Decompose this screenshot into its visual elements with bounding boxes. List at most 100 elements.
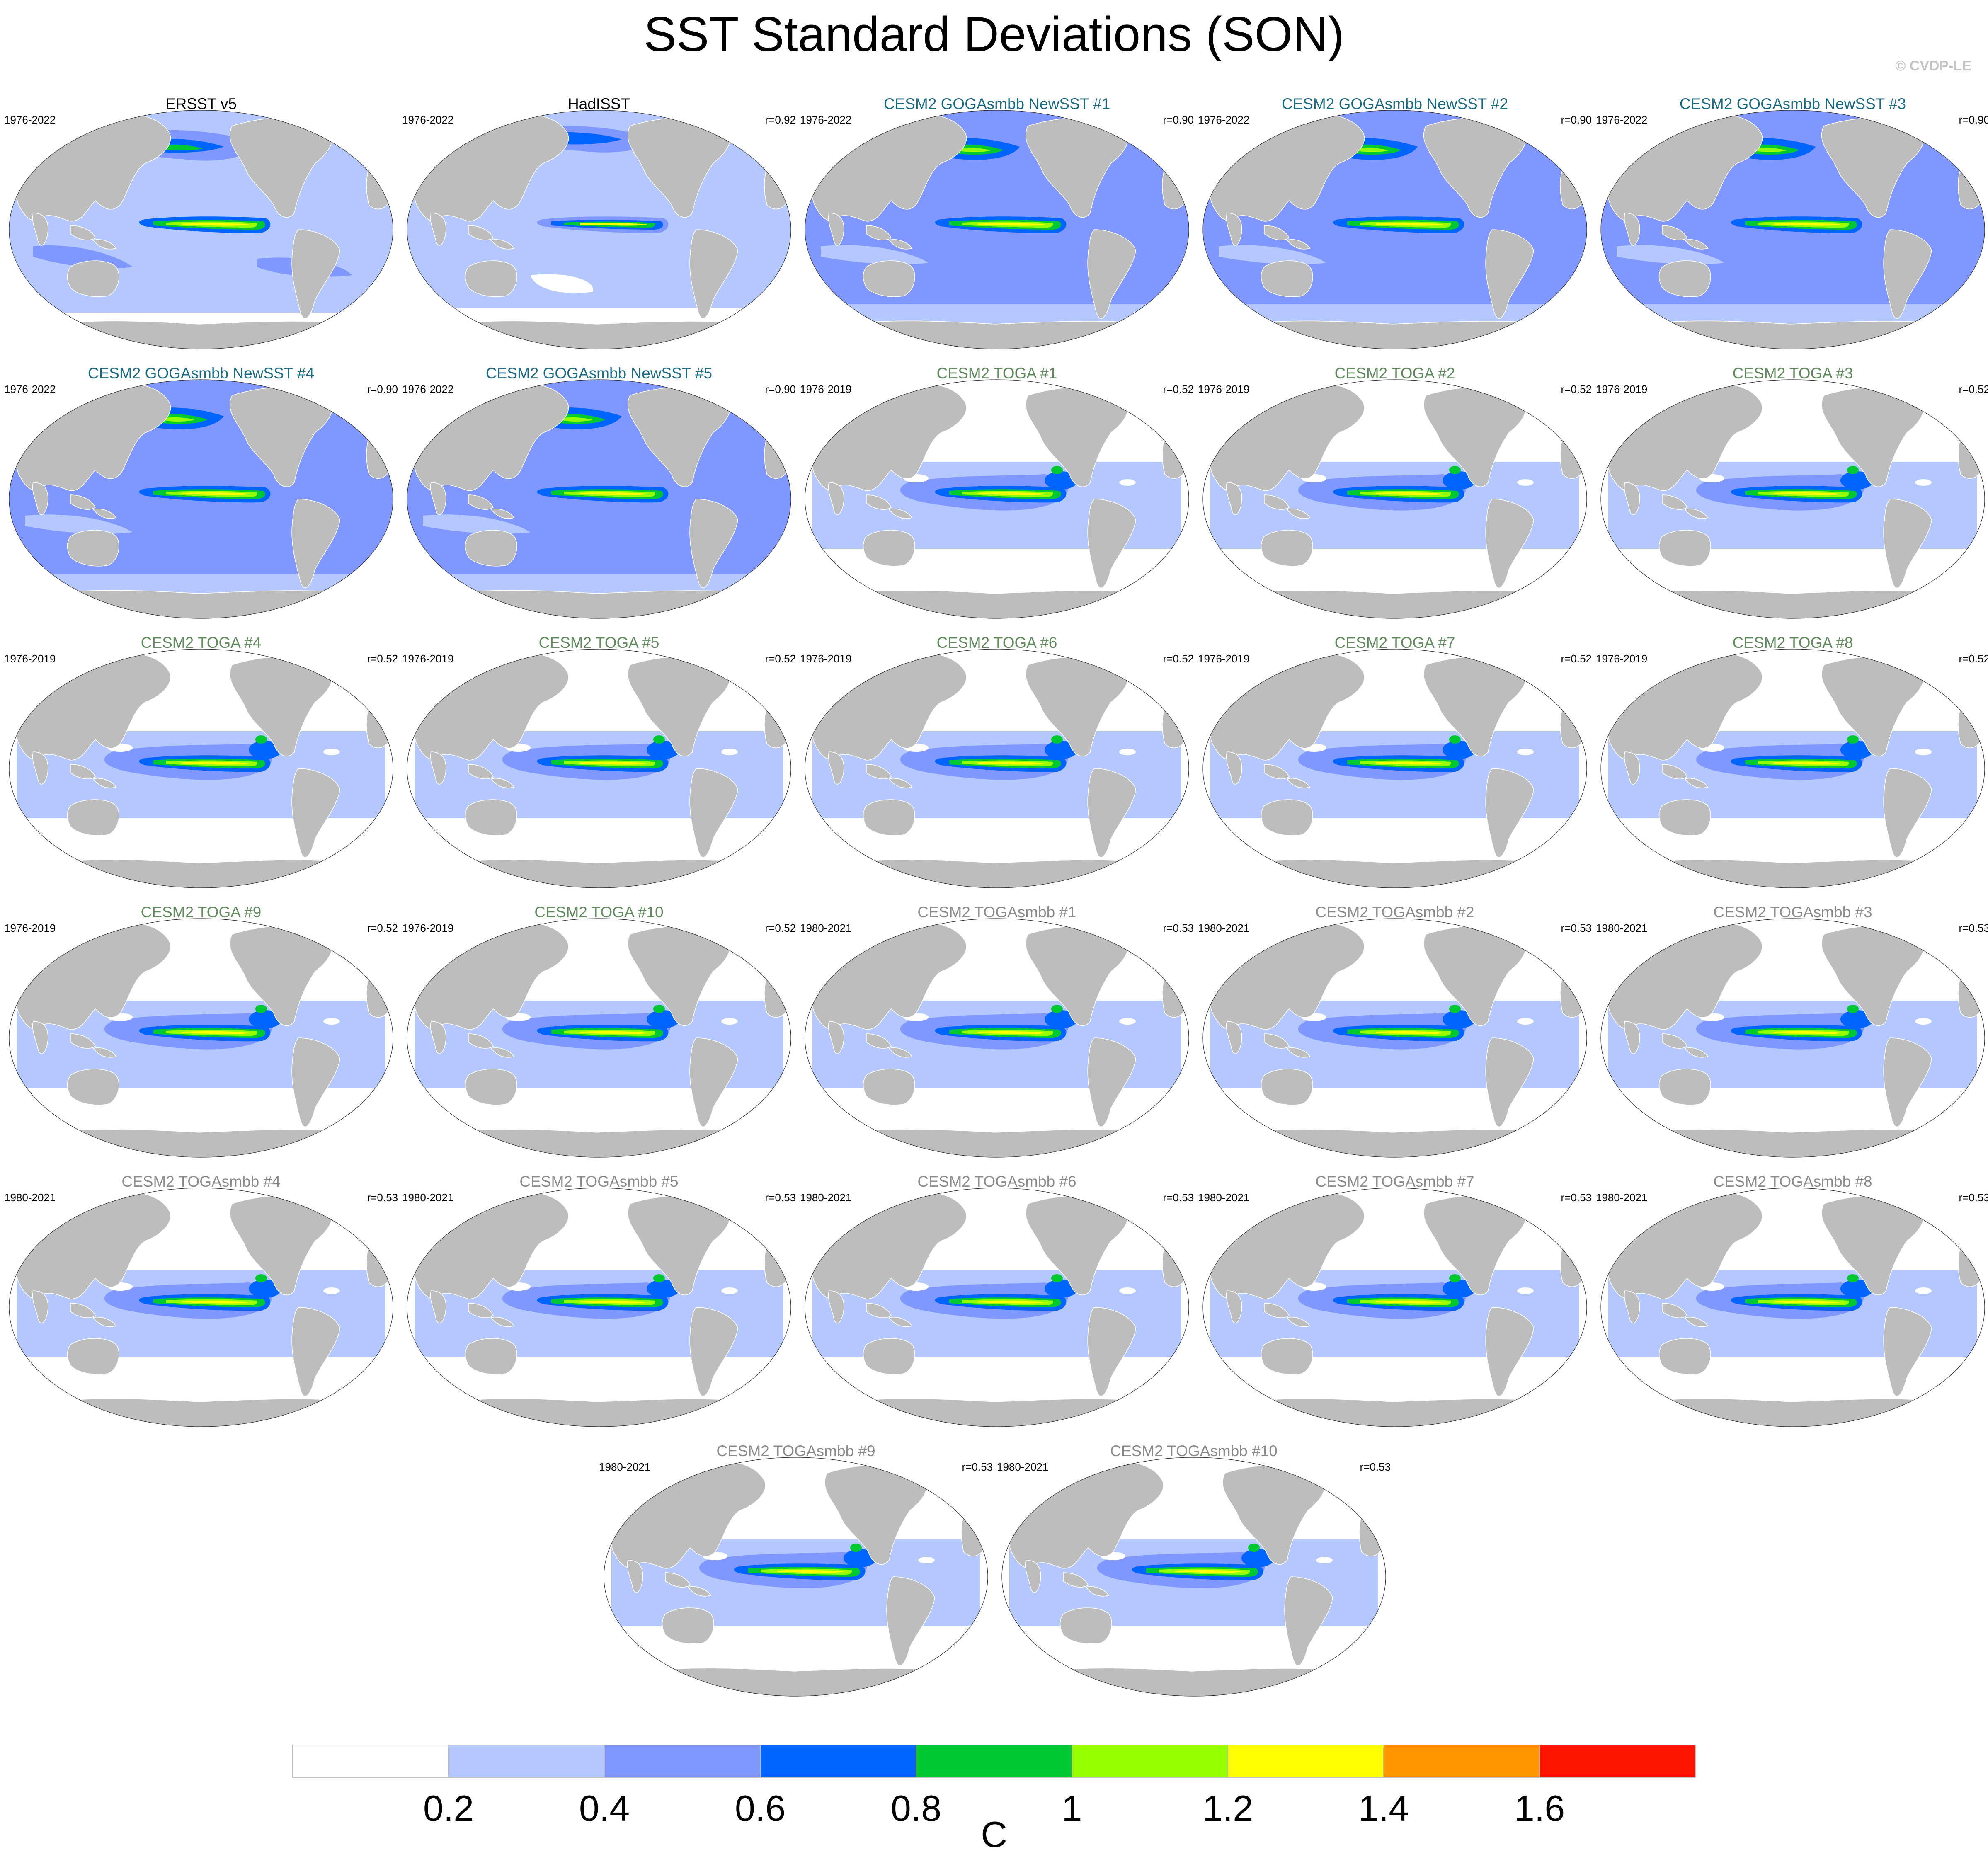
map-outline xyxy=(1001,1457,1386,1697)
map-panel: CESM2 TOGA #4 1976-2019 r=0.52 xyxy=(4,634,398,891)
robinson-map xyxy=(9,918,393,1158)
colorbar-swatch xyxy=(1539,1745,1696,1778)
map-outline xyxy=(1202,649,1587,888)
panel-pattern-correlation: r=0.52 xyxy=(1959,652,1988,665)
map-panel: CESM2 GOGAsmbb NewSST #4 1976-2022 r=0.90 xyxy=(4,365,398,622)
panel-pattern-correlation: r=0.52 xyxy=(765,652,796,665)
panel-title: CESM2 TOGAsmbb #6 xyxy=(917,1173,1076,1190)
panel-pattern-correlation: r=0.52 xyxy=(367,922,398,934)
panel-period: 1976-2019 xyxy=(4,922,56,934)
panel-pattern-correlation: r=0.53 xyxy=(1959,1191,1988,1204)
panel-title: CESM2 TOGA #10 xyxy=(534,904,664,921)
panel-period: 1976-2019 xyxy=(402,922,454,934)
colorbar-swatch xyxy=(1072,1745,1228,1778)
map-outline xyxy=(9,1188,393,1427)
map-panel: CESM2 TOGA #10 1976-2019 r=0.52 xyxy=(402,904,796,1161)
panel-pattern-correlation: r=0.90 xyxy=(765,383,796,395)
panel-pattern-correlation: r=0.53 xyxy=(765,1191,796,1204)
panel-period: 1976-2019 xyxy=(1198,652,1250,665)
robinson-map xyxy=(1600,918,1985,1158)
panel-pattern-correlation: r=0.52 xyxy=(1163,652,1194,665)
map-outline xyxy=(805,1188,1189,1427)
panel-period: 1976-2019 xyxy=(1198,383,1250,395)
map-outline xyxy=(1600,918,1985,1158)
panel-period: 1976-2022 xyxy=(1596,114,1648,126)
robinson-map xyxy=(1202,649,1587,888)
map-panel: CESM2 TOGAsmbb #7 1980-2021 r=0.53 xyxy=(1198,1173,1592,1430)
map-panel: CESM2 TOGA #6 1976-2019 r=0.52 xyxy=(800,634,1194,891)
panel-period: 1980-2021 xyxy=(599,1461,651,1473)
robinson-map xyxy=(1202,918,1587,1158)
panel-pattern-correlation: r=0.52 xyxy=(1561,652,1592,665)
map-panel: CESM2 TOGAsmbb #6 1980-2021 r=0.53 xyxy=(800,1173,1194,1430)
panel-period: 1976-2022 xyxy=(4,114,56,126)
colorbar-swatch xyxy=(1227,1745,1384,1778)
panel-period: 1976-2019 xyxy=(4,652,56,665)
panel-title: CESM2 TOGAsmbb #7 xyxy=(1315,1173,1474,1190)
panel-title: CESM2 TOGAsmbb #8 xyxy=(1713,1173,1872,1190)
map-panel: CESM2 TOGAsmbb #5 1980-2021 r=0.53 xyxy=(402,1173,796,1430)
map-outline xyxy=(1202,110,1587,349)
map-panel: ERSST v5 1976-2022 xyxy=(4,95,398,352)
panel-period: 1980-2021 xyxy=(4,1191,56,1204)
panel-title: CESM2 GOGAsmbb NewSST #1 xyxy=(883,95,1110,112)
panel-pattern-correlation: r=0.92 xyxy=(765,114,796,126)
panel-title: CESM2 GOGAsmbb NewSST #4 xyxy=(87,365,315,382)
colorbar-tick-label: 1.2 xyxy=(1202,1788,1253,1829)
robinson-map xyxy=(1600,1188,1985,1427)
panel-period: 1976-2022 xyxy=(4,383,56,395)
panel-title: CESM2 TOGAsmbb #5 xyxy=(519,1173,679,1190)
map-outline xyxy=(805,918,1189,1158)
map-panel: CESM2 TOGA #7 1976-2019 r=0.52 xyxy=(1198,634,1592,891)
robinson-map xyxy=(9,1188,393,1427)
panel-title: CESM2 TOGA #2 xyxy=(1334,365,1455,382)
panel-pattern-correlation: r=0.90 xyxy=(1561,114,1592,126)
panel-pattern-correlation: r=0.53 xyxy=(1959,922,1988,934)
robinson-map xyxy=(407,918,791,1158)
map-outline xyxy=(805,110,1189,349)
panel-period: 1976-2019 xyxy=(800,652,852,665)
colorbar-tick-label: 1.4 xyxy=(1358,1788,1409,1829)
panel-pattern-correlation: r=0.53 xyxy=(367,1191,398,1204)
map-outline xyxy=(1202,918,1587,1158)
map-outline xyxy=(407,918,791,1158)
panel-title: CESM2 TOGAsmbb #9 xyxy=(716,1442,875,1459)
panel-pattern-correlation: r=0.53 xyxy=(1163,922,1194,934)
robinson-map xyxy=(1001,1457,1386,1697)
map-outline xyxy=(9,918,393,1158)
robinson-map xyxy=(805,1188,1189,1427)
map-panel: CESM2 GOGAsmbb NewSST #3 1976-2022 r=0.90 xyxy=(1596,95,1988,352)
map-outline xyxy=(9,110,393,349)
colorbar-tick-label: 0.6 xyxy=(735,1788,786,1829)
robinson-map xyxy=(9,379,393,619)
map-outline xyxy=(407,110,791,349)
robinson-map xyxy=(1600,649,1985,888)
colorbar-tick-label: 0.2 xyxy=(423,1788,474,1829)
panel-period: 1980-2021 xyxy=(1198,922,1250,934)
panel-title: ERSST v5 xyxy=(165,95,237,112)
map-panel: CESM2 GOGAsmbb NewSST #1 1976-2022 r=0.90 xyxy=(800,95,1194,352)
colorbar-swatch xyxy=(916,1745,1072,1778)
robinson-map xyxy=(805,649,1189,888)
colorbar-swatch xyxy=(604,1745,761,1778)
panel-period: 1980-2021 xyxy=(1198,1191,1250,1204)
panel-period: 1976-2019 xyxy=(1596,383,1648,395)
panel-period: 1980-2021 xyxy=(1596,1191,1648,1204)
robinson-map xyxy=(604,1457,988,1697)
panel-pattern-correlation: r=0.90 xyxy=(367,383,398,395)
panel-title: CESM2 TOGA #9 xyxy=(141,904,262,921)
panel-period: 1976-2022 xyxy=(402,383,454,395)
colorbar-swatch xyxy=(1383,1745,1540,1778)
map-panel: CESM2 TOGAsmbb #9 1980-2021 r=0.53 xyxy=(599,1442,993,1699)
panel-title: CESM2 TOGA #5 xyxy=(538,634,659,651)
map-outline xyxy=(1600,649,1985,888)
panel-pattern-correlation: r=0.52 xyxy=(765,922,796,934)
map-panel: CESM2 TOGAsmbb #8 1980-2021 r=0.53 xyxy=(1596,1173,1988,1430)
map-panel: CESM2 TOGA #8 1976-2019 r=0.52 xyxy=(1596,634,1988,891)
panel-period: 1976-2022 xyxy=(402,114,454,126)
robinson-map xyxy=(805,379,1189,619)
map-outline xyxy=(9,649,393,888)
robinson-map xyxy=(1202,1188,1587,1427)
map-panel: CESM2 GOGAsmbb NewSST #5 1976-2022 r=0.90 xyxy=(402,365,796,622)
robinson-map xyxy=(805,918,1189,1158)
